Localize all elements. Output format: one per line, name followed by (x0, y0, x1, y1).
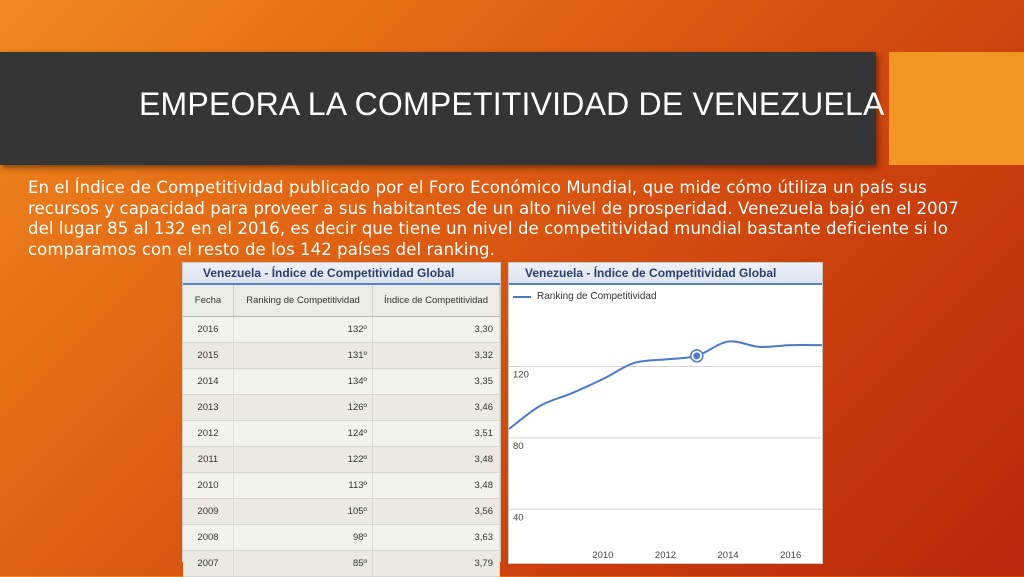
cell-ranking: 132º (233, 316, 373, 343)
x-tick-label: 2010 (592, 550, 613, 561)
cell-year: 2007 (183, 550, 234, 577)
cell-year: 2010 (183, 472, 234, 499)
cell-year: 2012 (183, 420, 234, 447)
cell-ranking: 134º (233, 368, 373, 395)
body-line: En el Índice de Competitividad publicado… (28, 178, 927, 197)
column-header-ranking: Ranking de Competitividad (233, 285, 373, 317)
chart-title: Venezuela - Índice de Competitividad Glo… (509, 263, 822, 285)
legend-line-swatch (513, 295, 531, 298)
cell-index: 3,48 (372, 446, 500, 473)
table-row: 2013 126º 3,46 (183, 394, 500, 421)
ranking-chart-panel: Venezuela - Índice de Competitividad Glo… (508, 262, 823, 564)
x-tick-label: 2014 (718, 550, 739, 561)
cell-ranking: 124º (233, 420, 373, 447)
cell-year: 2008 (183, 524, 234, 551)
cell-index: 3,35 (372, 368, 500, 395)
column-header-indice: Índice de Competitividad (372, 285, 500, 317)
table-row: 2007 85º 3,79 (183, 550, 500, 577)
series-line (509, 340, 822, 430)
x-tick-label: 2016 (780, 550, 801, 561)
body-line: recursos y capacidad para proveer a sus … (28, 198, 959, 218)
cell-year: 2015 (183, 342, 234, 369)
cell-ranking: 113º (233, 472, 373, 499)
cell-ranking: 122º (233, 446, 373, 473)
accent-square (889, 52, 1024, 165)
cell-ranking: 85º (233, 550, 373, 577)
table-row: 2016 132º 3,30 (183, 316, 500, 343)
title-bar (0, 52, 876, 165)
y-tick-label: 120 (513, 370, 529, 381)
y-tick-label: 80 (513, 441, 524, 452)
cell-year: 2013 (183, 394, 234, 421)
cell-year: 2014 (183, 368, 234, 395)
cell-ranking: 98º (233, 524, 373, 551)
cell-year: 2011 (183, 446, 234, 473)
cell-ranking: 126º (233, 394, 373, 421)
table-row: 2014 134º 3,35 (183, 368, 500, 395)
table-row: 2009 105º 3,56 (183, 498, 500, 525)
cell-ranking: 105º (233, 498, 373, 525)
column-header-fecha: Fecha (183, 285, 234, 317)
y-tick-label: 40 (513, 512, 524, 523)
table-row: 2010 113º 3,48 (183, 472, 500, 499)
cell-index: 3,51 (372, 420, 500, 447)
line-chart: 40 80 120 2010 2012 2014 2016 (509, 340, 822, 561)
slide-title: EMPEORA LA COMPETITIVIDAD DE VENEZUELA (139, 86, 885, 122)
ranking-table: Fecha Ranking de Competitividad Índice d… (183, 285, 500, 577)
cell-index: 3,56 (372, 498, 500, 525)
ranking-table-panel: Venezuela - Índice de Competitividad Glo… (182, 262, 501, 577)
legend-label: Ranking de Competitividad (537, 291, 657, 302)
cell-index: 3,48 (372, 472, 500, 499)
slide-body-text: En el Índice de Competitividad publicado… (28, 178, 1003, 260)
cell-index: 3,32 (372, 342, 500, 369)
cell-index: 3,79 (372, 550, 500, 577)
table-row: 2015 131º 3,32 (183, 342, 500, 369)
body-line: del lugar 85 al 132 en el 2016, es decir… (28, 219, 948, 238)
cell-ranking: 131º (233, 342, 373, 369)
cell-index: 3,30 (372, 316, 500, 343)
cell-index: 3,46 (372, 394, 500, 421)
table-row: 2011 122º 3,48 (183, 446, 500, 473)
chart-legend: Ranking de Competitividad (513, 291, 657, 302)
table-row: 2012 124º 3,51 (183, 420, 500, 447)
x-tick-label: 2012 (655, 550, 676, 561)
cell-year: 2009 (183, 498, 234, 525)
body-line: comparamos con el resto de los 142 paíse… (28, 239, 495, 259)
table-row: 2008 98º 3,63 (183, 524, 500, 551)
table-title: Venezuela - Índice de Competitividad Glo… (183, 263, 500, 285)
highlight-point (693, 352, 701, 360)
cell-year: 2016 (183, 316, 234, 343)
cell-index: 3,63 (372, 524, 500, 551)
